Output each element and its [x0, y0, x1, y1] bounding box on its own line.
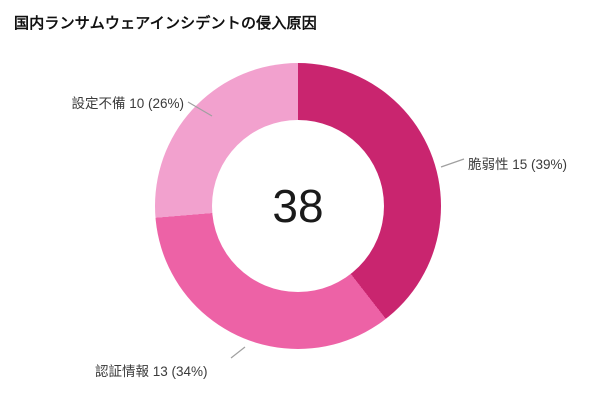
donut-hole: 38	[212, 120, 384, 292]
leader-line-credentials	[230, 346, 246, 359]
chart-title: 国内ランサムウェアインシデントの侵入原因	[14, 15, 317, 32]
slice-label-credentials: 認証情報 13 (34%)	[95, 364, 208, 379]
slice-label-vulnerability: 脆弱性 15 (39%)	[468, 157, 568, 172]
leader-line-vulnerability	[440, 158, 465, 168]
donut-center-total: 38	[272, 180, 324, 232]
slice-label-misconfig: 設定不備 10 (26%)	[71, 96, 184, 111]
